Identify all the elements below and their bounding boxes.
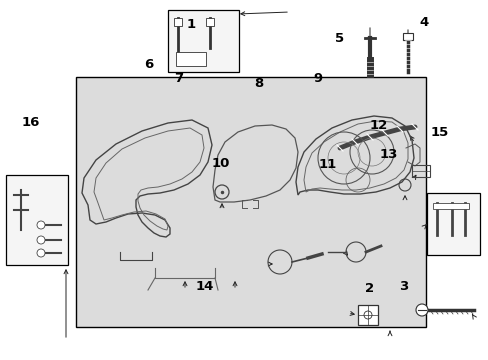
Circle shape <box>37 236 45 244</box>
Bar <box>174 18 182 26</box>
Text: 3: 3 <box>398 280 407 293</box>
Text: 12: 12 <box>369 119 387 132</box>
Text: 16: 16 <box>21 116 40 129</box>
Text: 9: 9 <box>313 72 322 85</box>
Bar <box>411 165 429 177</box>
Circle shape <box>37 249 45 257</box>
Circle shape <box>415 304 427 316</box>
Text: 11: 11 <box>318 158 336 171</box>
Text: 2: 2 <box>364 282 373 294</box>
Text: 5: 5 <box>335 32 344 45</box>
Bar <box>402 33 412 40</box>
Bar <box>432 203 468 209</box>
Text: 8: 8 <box>254 77 263 90</box>
Bar <box>357 305 377 325</box>
Bar <box>176 52 205 66</box>
Text: 1: 1 <box>186 18 195 31</box>
Text: 15: 15 <box>430 126 448 139</box>
Bar <box>6 175 68 265</box>
Bar <box>168 10 239 72</box>
Text: 6: 6 <box>144 58 153 71</box>
Bar <box>205 18 214 26</box>
Text: 4: 4 <box>419 16 428 29</box>
Bar <box>426 193 479 255</box>
Text: 10: 10 <box>211 157 230 170</box>
Text: 7: 7 <box>174 72 183 85</box>
Bar <box>76 77 425 327</box>
Text: 13: 13 <box>379 148 397 161</box>
Text: 14: 14 <box>195 280 213 293</box>
Circle shape <box>37 221 45 229</box>
